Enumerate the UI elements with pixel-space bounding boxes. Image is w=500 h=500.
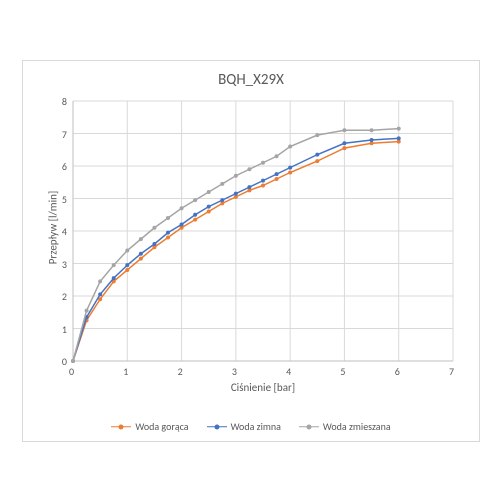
x-tick: 6: [395, 365, 400, 378]
legend-swatch: [111, 422, 131, 432]
legend-item: Woda zmieszana: [299, 420, 391, 433]
y-axis-label: Przepływ [l/min]: [47, 98, 60, 358]
x-axis-label: Ciśnienie [bar]: [73, 381, 453, 394]
y-tick: 7: [62, 128, 67, 141]
legend: Woda gorąca Woda zimna Woda zmieszana: [23, 420, 479, 433]
x-tick: 1: [123, 365, 128, 378]
legend-label: Woda zmieszana: [323, 420, 391, 433]
chart-svg: [73, 101, 453, 361]
y-tick: 1: [62, 323, 67, 336]
x-tick: 7: [449, 365, 454, 378]
legend-label: Woda gorąca: [135, 420, 188, 433]
legend-swatch: [299, 422, 319, 432]
legend-item: Woda zimna: [207, 420, 281, 433]
y-tick: 5: [62, 193, 67, 206]
legend-swatch: [207, 422, 227, 432]
y-tick: 3: [62, 258, 67, 271]
y-tick: 0: [62, 355, 67, 368]
y-tick: 4: [62, 225, 67, 238]
x-tick: 0: [69, 365, 74, 378]
legend-label: Woda zimna: [231, 420, 281, 433]
x-tick: 3: [232, 365, 237, 378]
x-tick: 2: [178, 365, 183, 378]
y-tick: 8: [62, 95, 67, 108]
chart-title: BQH_X29X: [23, 71, 479, 89]
x-tick: 5: [340, 365, 345, 378]
x-tick: 4: [286, 365, 291, 378]
chart-container: BQH_X29X Przepływ [l/min] 0 1 2 3 4 5 6 7 0 1 2 3 4…: [22, 60, 480, 442]
plot-area: [73, 101, 453, 361]
y-tick: 2: [62, 290, 67, 303]
legend-item: Woda gorąca: [111, 420, 188, 433]
y-tick: 6: [62, 160, 67, 173]
